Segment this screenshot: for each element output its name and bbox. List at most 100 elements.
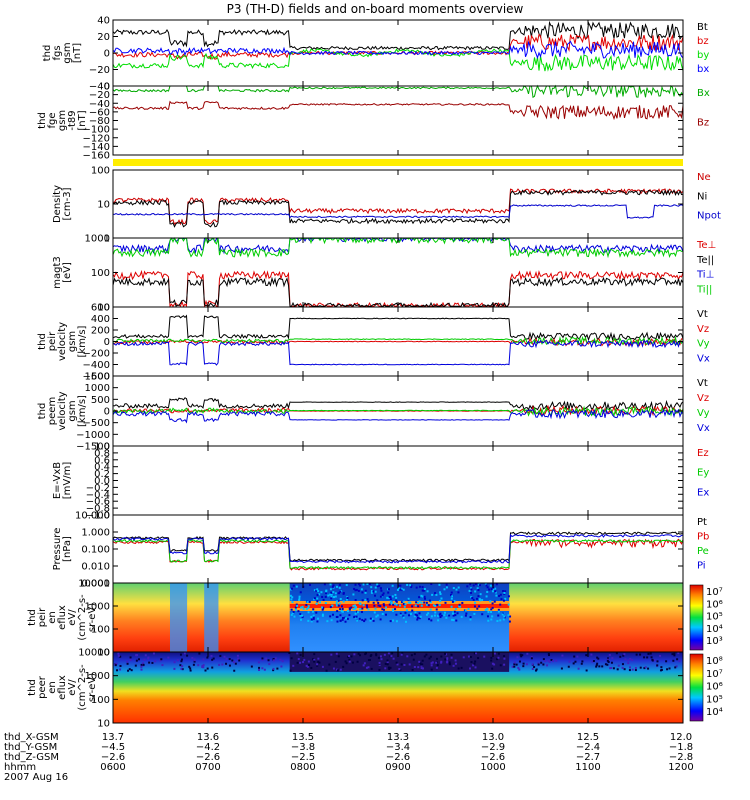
ephemeris-value: −2.6: [481, 752, 505, 763]
spectrogram-speckle: [453, 600, 456, 603]
spectrogram-speckle: [345, 598, 348, 601]
spectrogram-speckle: [336, 600, 339, 603]
ephemeris-value: 0700: [195, 762, 220, 773]
y-axis-label: magt3: [52, 256, 63, 289]
spectrogram-speckle: [572, 662, 575, 665]
spectrogram-speckle: [486, 608, 489, 611]
series-line-Bt: [112, 20, 684, 51]
spectrogram-speckle: [354, 606, 357, 609]
spectrogram-speckle: [233, 661, 236, 664]
spectrogram-lobe-region: [289, 583, 510, 652]
spectrogram-speckle: [322, 607, 325, 610]
spectrogram-speckle: [477, 588, 480, 591]
spectrogram-speckle: [548, 660, 551, 663]
spectrogram-speckle: [299, 618, 302, 621]
spectrogram-speckle: [402, 603, 405, 606]
spectrogram-speckle: [573, 655, 576, 658]
spectrogram-speckle: [617, 664, 620, 667]
spectrogram-speckle: [552, 660, 555, 663]
spectrogram-speckle: [437, 619, 440, 622]
spectrogram-speckle: [394, 599, 397, 602]
ephemeris-value: −2.5: [291, 752, 315, 763]
y-tick-label: −120: [83, 133, 110, 144]
spectrogram-speckle: [117, 652, 120, 655]
spectrogram-speckle: [197, 664, 200, 667]
spectrogram-speckle: [435, 593, 438, 596]
spectrogram-speckle: [290, 598, 293, 601]
spectrogram-speckle: [291, 612, 294, 615]
spectrogram-speckle: [423, 601, 426, 604]
spectrogram-speckle: [360, 610, 363, 613]
spectrogram-speckle: [598, 665, 601, 668]
y-axis-label: velocity: [57, 391, 68, 430]
spectrogram-speckle: [281, 660, 284, 663]
spectrogram-speckle: [313, 598, 316, 601]
spectrogram-speckle: [477, 657, 480, 660]
spectrogram-speckle: [537, 663, 540, 666]
y-tick-label: 100: [91, 268, 110, 279]
spectrogram-speckle: [418, 612, 421, 615]
spectrogram-speckle: [387, 591, 390, 594]
spectrogram-speckle: [416, 614, 419, 617]
spectrogram-speckle: [337, 599, 340, 602]
spectrogram-speckle: [628, 669, 631, 672]
y-axis-label: [eV]: [62, 262, 73, 283]
spectrogram-speckle: [624, 658, 627, 661]
spectrogram-speckle: [364, 591, 367, 594]
spectrogram-speckle: [356, 619, 359, 622]
spectrogram-speckle: [501, 613, 504, 616]
spectrogram-speckle: [470, 661, 473, 664]
spectrogram-speckle: [333, 596, 336, 599]
spectrogram-speckle: [396, 663, 399, 666]
spectrogram-speckle: [420, 594, 423, 597]
spectrogram-speckle: [425, 653, 428, 656]
spectrogram-speckle: [377, 656, 380, 659]
spectrogram-speckle: [201, 665, 204, 668]
spectrogram-speckle: [627, 659, 630, 662]
spectrogram-speckle: [436, 603, 439, 606]
spectrogram-speckle: [468, 589, 471, 592]
spectrogram-speckle: [176, 659, 179, 662]
spectrogram-speckle: [420, 667, 423, 670]
spectrogram-speckle: [180, 660, 183, 663]
spectrogram-speckle: [359, 608, 362, 611]
y-tick-label: 1000: [85, 671, 110, 682]
spectrogram-speckle: [173, 667, 176, 670]
spectrogram-speckle: [490, 588, 493, 591]
spectrogram-speckle: [359, 654, 362, 657]
spectrogram-speckle: [295, 603, 298, 606]
spectrogram-speckle: [346, 610, 349, 613]
spectrogram-speckle: [530, 657, 533, 660]
spectrogram-speckle: [212, 657, 215, 660]
spectrogram-speckle: [334, 595, 337, 598]
spectrogram-speckle: [467, 608, 470, 611]
spectrogram-speckle: [477, 595, 480, 598]
ephemeris-value: −4.2: [196, 742, 220, 753]
spectrogram-speckle: [411, 609, 414, 612]
spectrogram-speckle: [433, 614, 436, 617]
y-tick-label: 100: [91, 695, 110, 706]
y-tick-label: 0: [104, 49, 110, 60]
spectrogram-speckle: [376, 583, 379, 586]
spectrogram-speckle: [502, 612, 505, 615]
series-line-Vx: [112, 339, 684, 366]
spectrogram-speckle: [362, 583, 365, 586]
ephemeris-value: 12.0: [670, 732, 692, 743]
y-tick-label: −1.0: [86, 511, 110, 522]
spectrogram-speckle: [535, 668, 538, 671]
spectrogram-speckle: [446, 658, 449, 661]
spectrogram-speckle: [561, 654, 564, 657]
spectrogram-speckle: [341, 607, 344, 610]
spectrogram-speckle: [491, 615, 494, 618]
spectrogram-speckle: [370, 590, 373, 593]
spectrogram-speckle: [272, 669, 275, 672]
spectrogram-speckle: [518, 660, 521, 663]
spectrogram-speckle: [310, 666, 313, 669]
spectrogram-speckle: [405, 609, 408, 612]
spectrogram-speckle: [148, 661, 151, 664]
spectrogram-speckle: [329, 588, 332, 591]
spectrogram-speckle: [379, 605, 382, 608]
spectrogram-speckle: [470, 591, 473, 594]
